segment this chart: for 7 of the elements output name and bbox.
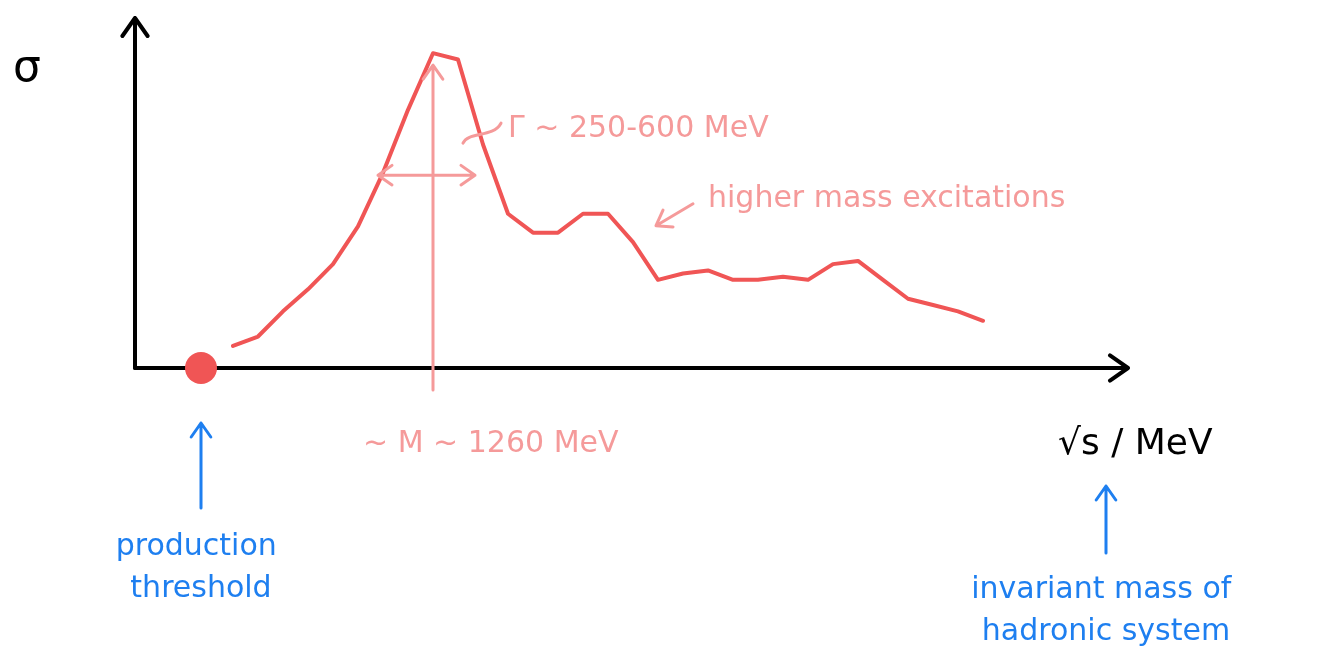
x-axis-title: √s / MeV [1058, 420, 1213, 462]
annotation: higher mass excitations [708, 179, 1066, 215]
y-axis-title: σ [13, 39, 41, 91]
text: ~ M ~ 1260 MeV [363, 423, 619, 459]
text: production threshold [115, 526, 287, 604]
text: invariant mass of hadronic system [971, 569, 1241, 647]
annotation: Γ ~ 250-600 MeV [508, 108, 770, 144]
